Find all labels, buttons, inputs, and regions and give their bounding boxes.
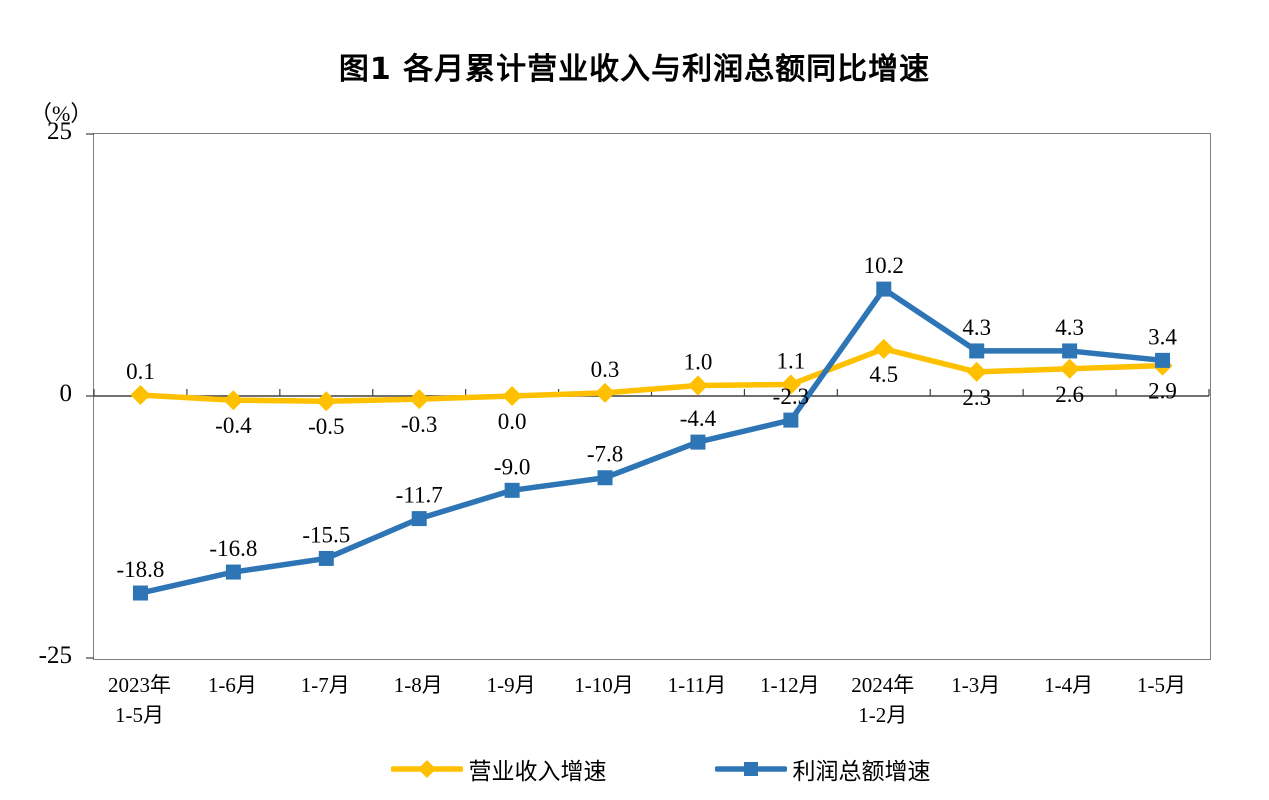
data-point-marker	[595, 382, 616, 403]
data-point-marker	[783, 412, 799, 428]
data-label: 1.1	[777, 348, 806, 373]
data-point-marker	[1062, 343, 1078, 359]
data-label: 10.2	[864, 253, 904, 278]
legend-label: 营业收入增速	[468, 759, 607, 784]
y-tick-label: 25	[47, 117, 72, 145]
square-legend-marker-icon	[714, 762, 787, 776]
data-label: -0.4	[215, 413, 252, 438]
data-point-marker	[1155, 352, 1171, 368]
x-tick-label: 2023年 1-5月	[107, 673, 171, 728]
data-point-marker	[966, 361, 987, 382]
data-label: 0.3	[591, 357, 620, 382]
y-axis-unit-label: （%）	[30, 101, 93, 126]
data-point-marker	[132, 585, 148, 601]
data-label: -0.3	[401, 412, 437, 437]
data-point-marker	[411, 511, 427, 527]
data-point-marker	[130, 384, 151, 405]
data-label: 2.3	[962, 385, 991, 410]
data-label: 4.5	[869, 362, 898, 387]
data-label: 0.0	[498, 409, 527, 434]
x-axis: 2023年 1-5月 1-6月 1-7月 1-8月 1-9月 1-10月 1-11月 1-12…	[93, 670, 1211, 740]
data-point-marker	[225, 564, 241, 580]
data-point-marker	[597, 470, 613, 486]
data-label: -9.0	[494, 454, 530, 479]
plot-svg: 0.1 -0.4 -0.5 -0.3 0.0 0.3 1.0 1.1 4.5 2.3 2.6 2.9 -…	[86, 133, 1210, 659]
data-point-marker	[876, 281, 892, 297]
data-label: 2.9	[1148, 379, 1177, 404]
legend-item: 利润总额增速	[714, 752, 931, 786]
legend: 营业收入增速 利润总额增速	[26, 746, 1269, 792]
legend-item: 营业收入增速	[390, 752, 607, 786]
data-label: -7.8	[587, 442, 623, 467]
data-point-marker	[504, 482, 520, 498]
x-tick-label: 1-5月	[1137, 673, 1187, 697]
data-point-marker	[690, 434, 706, 450]
x-tick-label: 1-12月	[760, 673, 820, 697]
x-tick-label: 1-6月	[207, 673, 257, 697]
data-point-marker	[1059, 358, 1080, 379]
chart-title: 图1 各月累计营业收入与利润总额同比增速	[338, 52, 931, 87]
data-label: -4.4	[680, 406, 717, 431]
data-label: 1.0	[684, 350, 713, 375]
data-point-marker	[502, 386, 523, 406]
data-point-marker	[409, 389, 430, 410]
data-point-marker	[318, 550, 334, 566]
plot-area: 0.1 -0.4 -0.5 -0.3 0.0 0.3 1.0 1.1 4.5 2.3 2.6 2.9 -…	[86, 133, 1211, 660]
data-label: -2.3	[773, 384, 809, 409]
data-label: 4.3	[1055, 315, 1084, 340]
data-label: 2.6	[1055, 382, 1084, 407]
data-label: -15.5	[302, 522, 350, 547]
x-tick-label: 1-10月	[574, 673, 634, 697]
data-point-marker	[687, 375, 708, 396]
y-tick-label: 0	[59, 379, 73, 407]
series-line	[137, 286, 1166, 596]
data-label: -16.8	[209, 536, 257, 561]
diamond-legend-marker-icon	[390, 760, 463, 778]
data-label: -11.7	[396, 483, 443, 508]
data-point-marker	[316, 391, 337, 412]
data-point-marker	[780, 374, 801, 395]
x-tick-label: 1-3月	[951, 673, 1001, 697]
x-tick-label: 1-4月	[1044, 673, 1094, 697]
x-tick-label: 1-11月	[667, 673, 727, 697]
y-tick-label: -25	[38, 641, 72, 669]
data-label: 3.4	[1148, 324, 1177, 349]
legend-label: 利润总额增速	[792, 759, 931, 784]
data-label: -0.5	[308, 414, 344, 439]
x-tick-label: 1-9月	[486, 673, 536, 697]
data-label: -18.8	[116, 557, 164, 582]
data-point-marker	[969, 343, 985, 359]
x-tick-label: 1-7月	[300, 673, 350, 697]
x-tick-label: 1-8月	[393, 673, 443, 697]
y-axis: 25 0 -25	[0, 118, 80, 669]
data-label: 4.3	[962, 315, 991, 340]
data-point-marker	[873, 338, 894, 359]
series-line	[137, 346, 1166, 404]
data-point-marker	[223, 390, 244, 411]
x-tick-label: 2024年 1-2月	[851, 673, 915, 728]
data-label: 0.1	[126, 359, 155, 384]
